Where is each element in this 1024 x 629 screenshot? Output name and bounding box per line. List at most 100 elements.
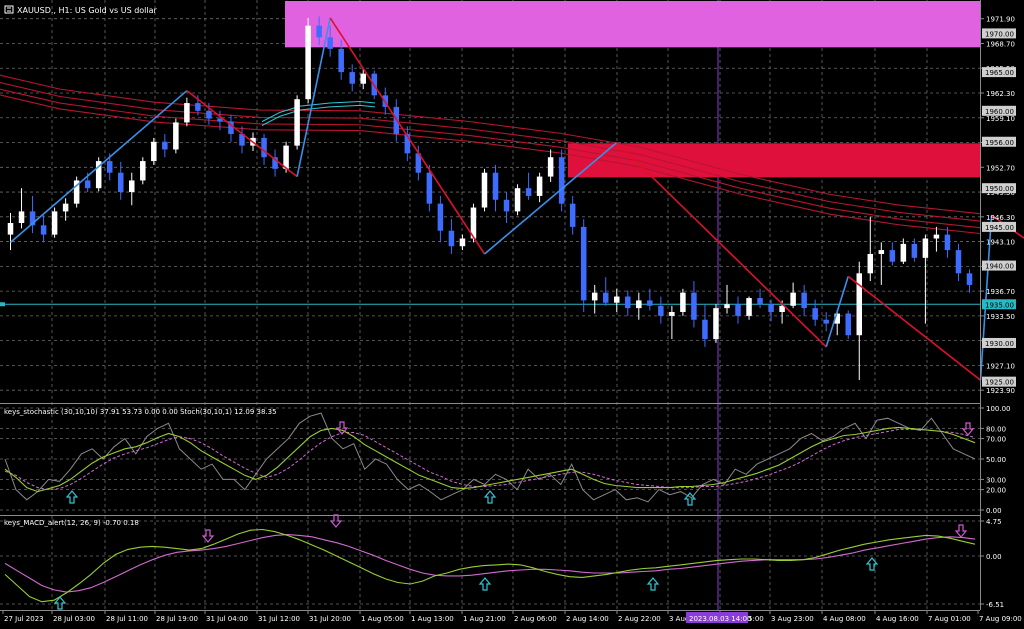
candle-bearish[interactable]: [735, 304, 741, 316]
short-moving-average-line: [261, 104, 376, 126]
candle-bearish[interactable]: [812, 308, 818, 320]
candle-bullish[interactable]: [470, 207, 477, 239]
time-axis[interactable]: 27 Jul 2023 28 Jul 03:00 28 Jul 11:00 28 Ju…: [0, 610, 1022, 623]
macd-buy-arrow-icon: [53, 596, 67, 610]
candle-bullish[interactable]: [900, 243, 907, 262]
candle-bullish[interactable]: [713, 308, 719, 340]
candle-bullish[interactable]: [636, 300, 642, 309]
candle-bullish[interactable]: [779, 305, 785, 313]
candle-bullish[interactable]: [51, 211, 58, 235]
candle-bearish[interactable]: [911, 243, 918, 258]
candle-bearish[interactable]: [580, 226, 587, 301]
price-axis[interactable]: 1971.901968.701965.501962.301959.101955.…: [980, 16, 1016, 609]
macd-tick-label: -6.51: [986, 601, 1004, 609]
candle-bearish[interactable]: [426, 172, 433, 204]
candle-bearish[interactable]: [503, 199, 510, 212]
candle-bearish[interactable]: [349, 72, 355, 84]
price-level-label: 1940.00: [985, 263, 1014, 271]
candle-bearish[interactable]: [206, 110, 212, 119]
candle-bearish[interactable]: [647, 300, 653, 306]
symbol-menu-icon[interactable]: [4, 5, 14, 14]
candle-bullish[interactable]: [922, 238, 929, 258]
candle-bullish[interactable]: [669, 312, 675, 316]
candle-bullish[interactable]: [305, 25, 311, 100]
candle-bullish[interactable]: [514, 188, 521, 212]
candle-bearish[interactable]: [316, 25, 322, 38]
candle-bearish[interactable]: [415, 153, 422, 173]
candle-bearish[interactable]: [966, 273, 973, 285]
candle-bearish[interactable]: [239, 134, 245, 146]
candle-bearish[interactable]: [338, 48, 344, 73]
candle-bearish[interactable]: [889, 250, 896, 262]
candle-bearish[interactable]: [658, 305, 664, 316]
moving-average-line: [0, 74, 981, 215]
candle-bullish[interactable]: [73, 180, 80, 204]
candle-bullish[interactable]: [878, 250, 885, 254]
candle-bearish[interactable]: [29, 211, 36, 226]
macd-lines: [4, 528, 976, 603]
candle-bearish[interactable]: [702, 319, 708, 340]
candle-bullish[interactable]: [680, 292, 686, 313]
price-tick-label: 1959.10: [986, 115, 1015, 123]
candle-bullish[interactable]: [294, 99, 300, 146]
candle-bullish[interactable]: [724, 304, 730, 309]
candle-bullish[interactable]: [283, 145, 289, 169]
candle-bearish[interactable]: [625, 296, 631, 309]
candle-bullish[interactable]: [834, 313, 840, 324]
candle-bullish[interactable]: [481, 172, 488, 208]
candle-bearish[interactable]: [217, 118, 223, 122]
candle-bearish[interactable]: [944, 234, 951, 251]
candle-bearish[interactable]: [437, 203, 444, 231]
candle-bullish[interactable]: [184, 103, 190, 123]
candle-bearish[interactable]: [691, 292, 697, 320]
candle-bullish[interactable]: [140, 161, 146, 181]
candle-bullish[interactable]: [459, 238, 466, 247]
candle-bullish[interactable]: [867, 253, 874, 274]
candle-bearish[interactable]: [845, 313, 851, 336]
candle-bearish[interactable]: [602, 292, 609, 303]
time-tick-label: 3 Aug 23:00: [771, 615, 814, 623]
candle-bearish[interactable]: [117, 172, 124, 193]
candle-bullish[interactable]: [129, 180, 135, 193]
candle-bearish[interactable]: [84, 180, 91, 189]
candle-bullish[interactable]: [151, 141, 157, 162]
candle-bullish[interactable]: [933, 234, 940, 239]
candle-bearish[interactable]: [558, 157, 565, 204]
candle-bearish[interactable]: [261, 137, 267, 158]
candle-bearish[interactable]: [195, 103, 201, 111]
candle-bearish[interactable]: [757, 298, 763, 305]
candle-bearish[interactable]: [768, 304, 774, 313]
candle-bearish[interactable]: [801, 292, 807, 309]
candle-bullish[interactable]: [173, 122, 179, 150]
candle-bearish[interactable]: [823, 319, 829, 324]
candle-bullish[interactable]: [7, 223, 14, 235]
price-level-box: [982, 105, 1016, 116]
candle-bullish[interactable]: [18, 211, 25, 224]
candle-bearish[interactable]: [40, 225, 47, 235]
candle-bullish[interactable]: [790, 292, 796, 306]
candle-bearish[interactable]: [327, 37, 333, 49]
candlesticks[interactable]: [7, 16, 973, 381]
candle-bullish[interactable]: [614, 296, 620, 303]
candle-bullish[interactable]: [536, 176, 543, 196]
candle-bearish[interactable]: [525, 188, 532, 196]
candle-bearish[interactable]: [569, 203, 576, 227]
candle-bearish[interactable]: [272, 157, 278, 169]
selected-time-box: [686, 612, 748, 623]
candle-bearish[interactable]: [492, 172, 499, 200]
candle-bullish[interactable]: [95, 161, 102, 189]
candle-bearish[interactable]: [106, 161, 113, 173]
candle-bullish[interactable]: [591, 292, 598, 301]
candle-bearish[interactable]: [162, 141, 168, 150]
candle-bullish[interactable]: [360, 73, 366, 84]
candle-bearish[interactable]: [404, 134, 411, 154]
stochastic-raw-line: [4, 412, 976, 503]
candle-bearish[interactable]: [228, 121, 234, 135]
candle-bullish[interactable]: [62, 203, 69, 212]
candle-bearish[interactable]: [448, 230, 455, 247]
candle-bullish[interactable]: [547, 157, 554, 177]
candle-bullish[interactable]: [856, 273, 863, 336]
candle-bullish[interactable]: [746, 298, 752, 316]
candle-bearish[interactable]: [955, 250, 962, 274]
